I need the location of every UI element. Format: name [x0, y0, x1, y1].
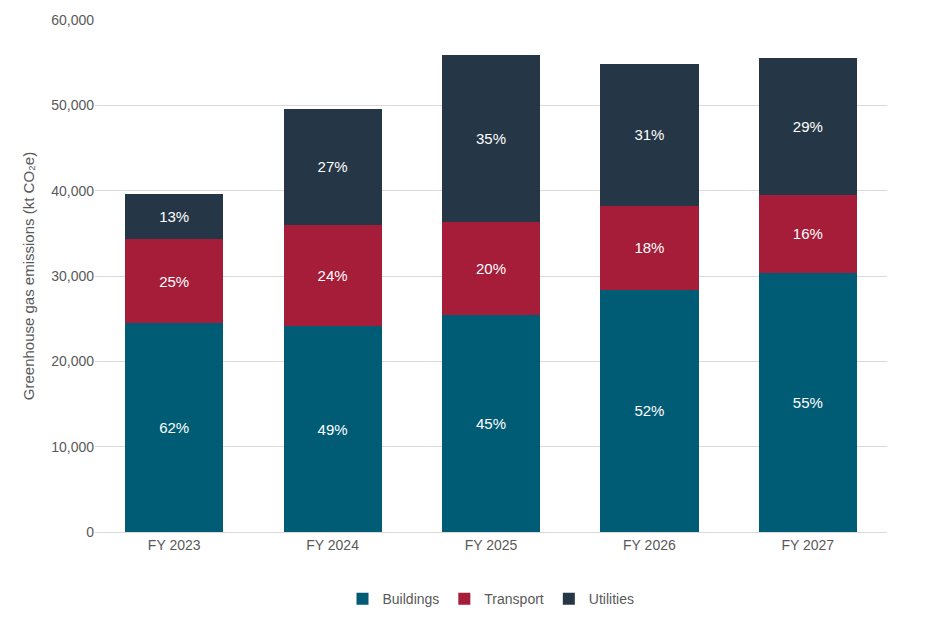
- svg-text:60,000: 60,000: [51, 12, 94, 28]
- svg-text:30,000: 30,000: [51, 268, 94, 284]
- svg-text:Greenhouse gas emissions (kt C: Greenhouse gas emissions (kt CO₂e): [20, 152, 37, 400]
- svg-text:20%: 20%: [476, 260, 506, 277]
- svg-text:50,000: 50,000: [51, 97, 94, 113]
- svg-text:Buildings: Buildings: [383, 591, 440, 607]
- svg-text:55%: 55%: [793, 394, 823, 411]
- svg-text:62%: 62%: [159, 419, 189, 436]
- svg-text:35%: 35%: [476, 130, 506, 147]
- svg-text:0: 0: [86, 524, 94, 540]
- svg-text:25%: 25%: [159, 273, 189, 290]
- svg-text:27%: 27%: [318, 158, 348, 175]
- svg-text:FY 2026: FY 2026: [623, 537, 676, 553]
- svg-text:31%: 31%: [634, 126, 664, 143]
- svg-text:24%: 24%: [318, 267, 348, 284]
- svg-text:40,000: 40,000: [51, 183, 94, 199]
- svg-text:52%: 52%: [634, 402, 664, 419]
- svg-text:Transport: Transport: [484, 591, 544, 607]
- svg-text:Utilities: Utilities: [589, 591, 634, 607]
- svg-text:49%: 49%: [318, 421, 348, 438]
- svg-text:FY 2027: FY 2027: [781, 537, 834, 553]
- svg-text:13%: 13%: [159, 208, 189, 225]
- svg-text:FY 2023: FY 2023: [148, 537, 201, 553]
- svg-text:18%: 18%: [634, 239, 664, 256]
- svg-text:45%: 45%: [476, 415, 506, 432]
- svg-text:10,000: 10,000: [51, 439, 94, 455]
- svg-text:20,000: 20,000: [51, 353, 94, 369]
- svg-text:FY 2024: FY 2024: [306, 537, 359, 553]
- svg-text:29%: 29%: [793, 118, 823, 135]
- svg-text:16%: 16%: [793, 225, 823, 242]
- svg-text:FY 2025: FY 2025: [465, 537, 518, 553]
